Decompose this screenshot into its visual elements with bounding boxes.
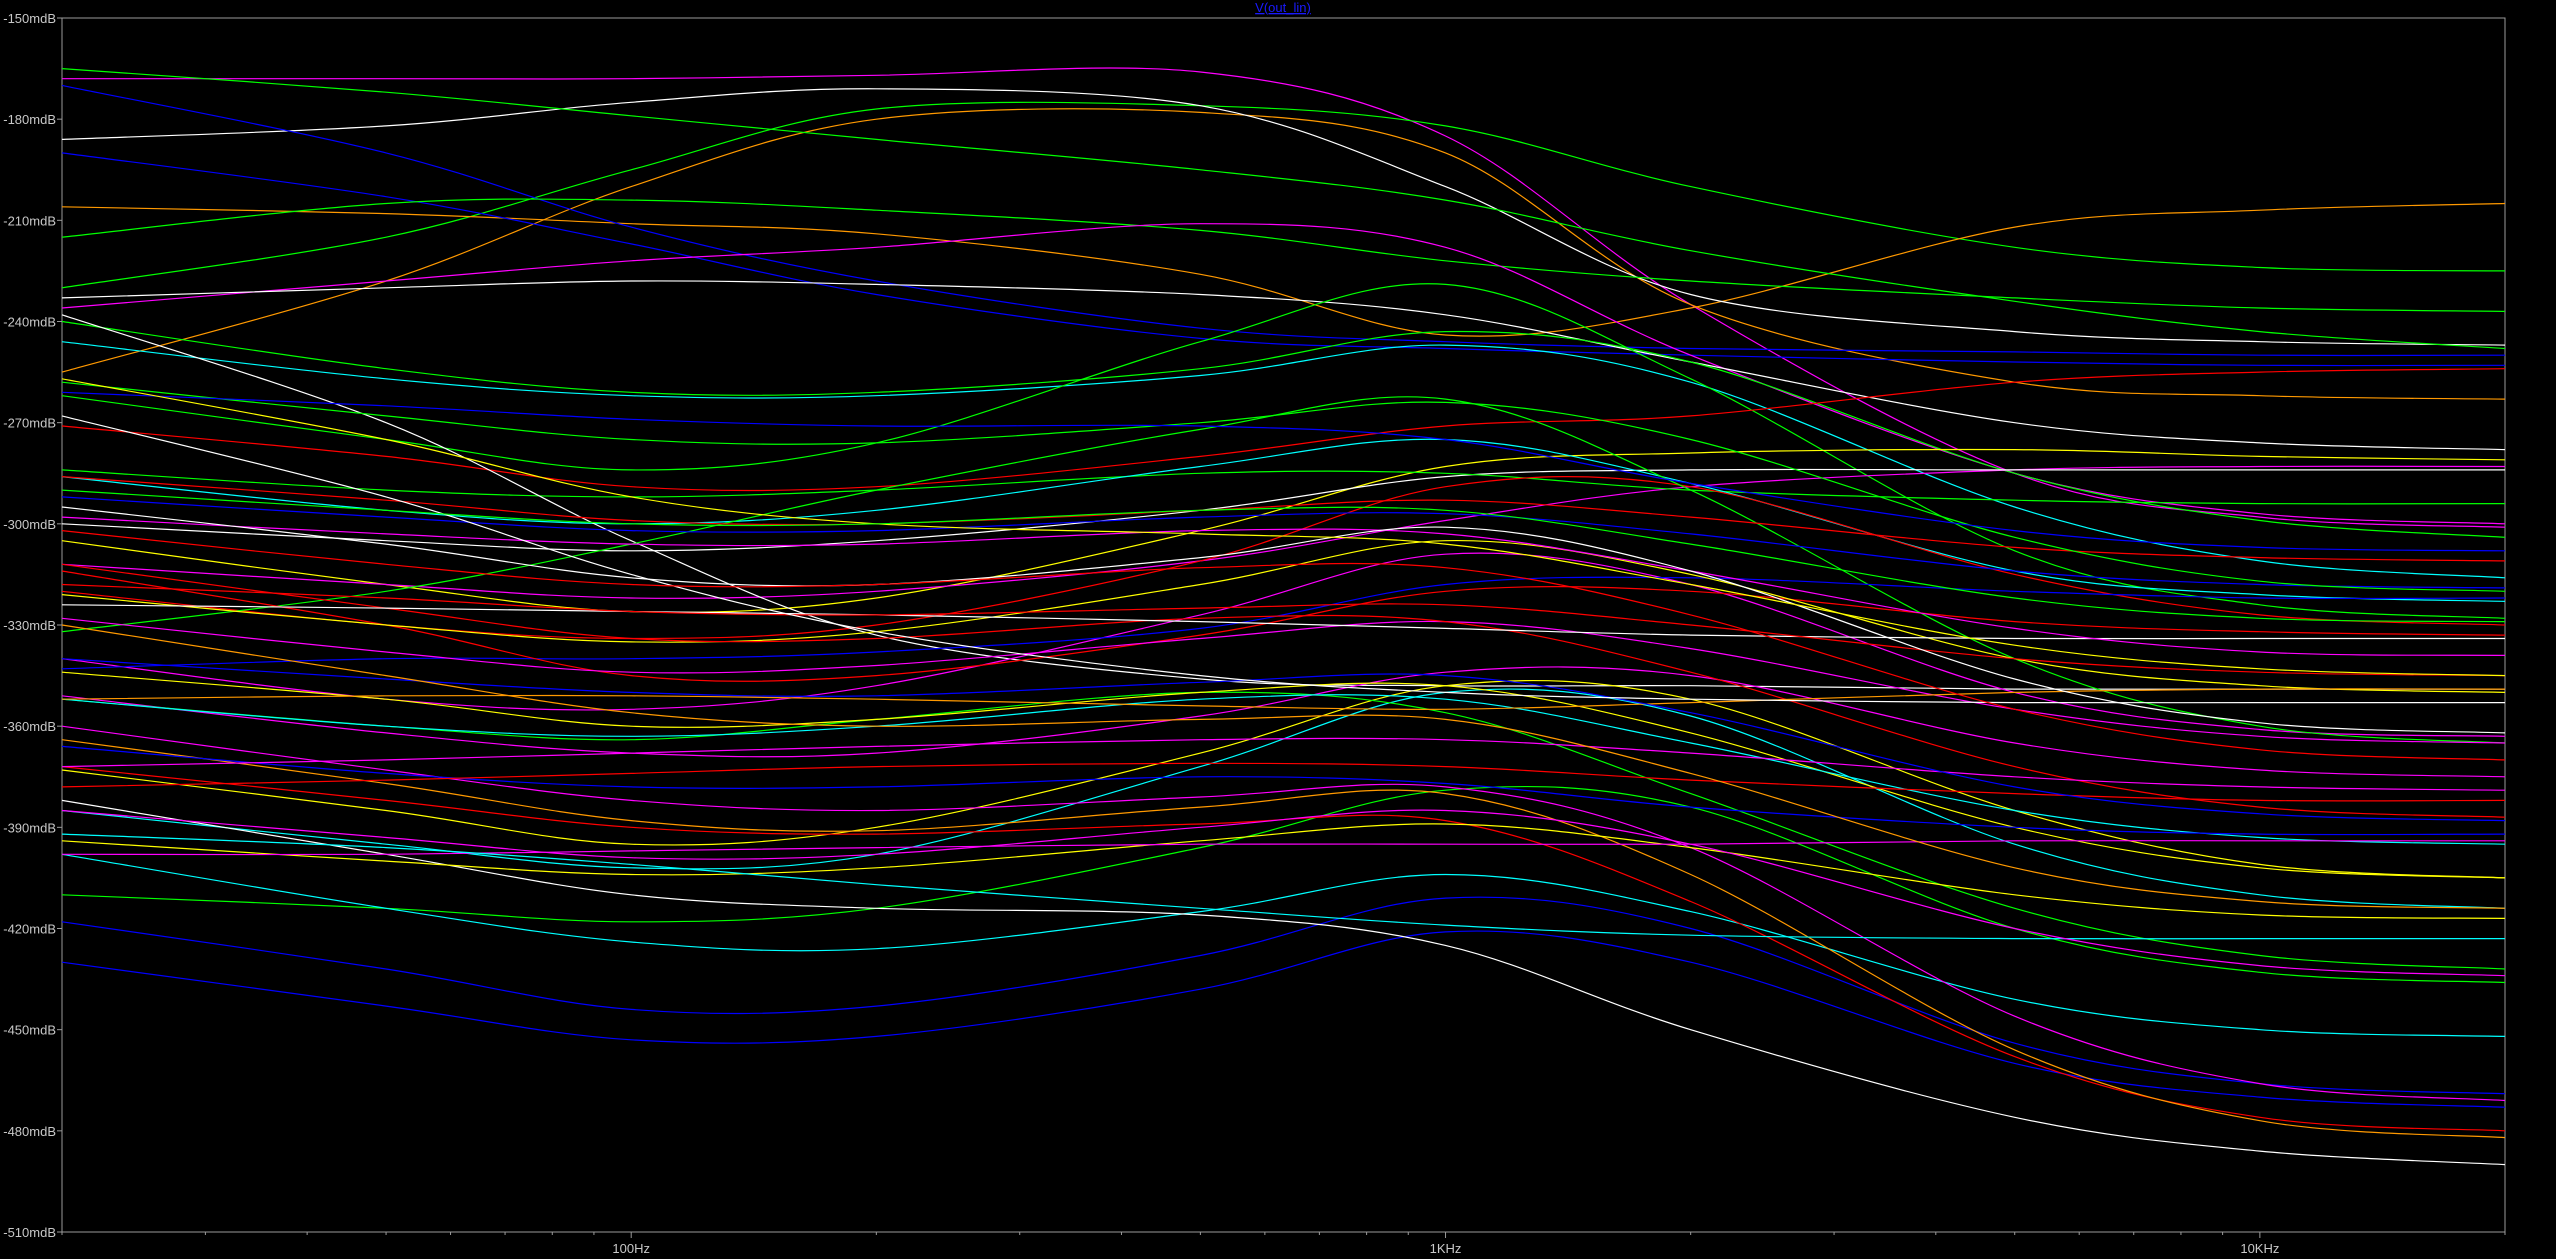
y-tick-label: -420mdB <box>3 922 56 937</box>
trace-group <box>61 67 2506 1166</box>
trace-line-51[interactable] <box>61 476 2506 562</box>
y-tick-label: -510mdB <box>3 1225 56 1240</box>
trace-line-10[interactable] <box>61 223 2506 525</box>
trace-line-48[interactable] <box>61 762 2506 802</box>
trace-line-19[interactable] <box>61 469 2506 505</box>
y-tick-label: -450mdB <box>3 1023 56 1038</box>
trace-line-54[interactable] <box>61 381 2506 592</box>
y-tick-label: -270mdB <box>3 416 56 431</box>
trace-line-14[interactable] <box>61 283 2506 619</box>
trace-line-55[interactable] <box>61 391 2506 552</box>
trace-line-2[interactable] <box>61 101 2506 289</box>
trace-line-59[interactable] <box>61 737 2506 791</box>
x-tick-label: 10KHz <box>2240 1241 2279 1256</box>
trace-line-13[interactable] <box>61 341 2506 579</box>
trace-line-64[interactable] <box>61 530 2506 761</box>
trace-line-65[interactable] <box>61 809 2506 977</box>
y-tick-label: -390mdB <box>3 820 56 835</box>
trace-line-56[interactable] <box>61 583 2506 677</box>
trace-line-58[interactable] <box>61 378 2506 677</box>
trace-line-31[interactable] <box>61 785 2506 984</box>
trace-line-40[interactable] <box>61 671 2506 879</box>
trace-line-41[interactable] <box>61 617 2506 744</box>
trace-line-46[interactable] <box>61 833 2505 940</box>
trace-line-52[interactable] <box>61 496 2506 589</box>
trace-line-21[interactable] <box>61 476 2506 640</box>
trace-line-23[interactable] <box>61 552 2506 737</box>
trace-line-17[interactable] <box>61 465 2506 599</box>
trace-line-34[interactable] <box>61 930 2506 1108</box>
y-tick-label: -240mdB <box>3 315 56 330</box>
trace-line-32[interactable] <box>61 853 2506 1037</box>
trace-line-47[interactable] <box>61 745 2506 836</box>
trace-line-1[interactable] <box>62 67 2506 528</box>
trace-line-49[interactable] <box>61 688 2506 710</box>
trace-line-53[interactable] <box>61 516 2506 656</box>
trace-line-25[interactable] <box>61 576 2506 670</box>
y-tick-label: -150mdB <box>3 11 56 26</box>
trace-line-61[interactable] <box>61 415 2505 704</box>
trace-line-63[interactable] <box>61 489 2506 623</box>
trace-line-45[interactable] <box>61 839 2505 856</box>
trace-line-12[interactable] <box>61 320 2506 538</box>
trace-line-36[interactable] <box>61 766 2506 1132</box>
trace-line-44[interactable] <box>61 823 2506 919</box>
y-tick-label: -300mdB <box>3 517 56 532</box>
x-tick-label: 1KHz <box>1430 1241 1462 1256</box>
trace-line-15[interactable] <box>61 368 2506 492</box>
y-tick-label: -360mdB <box>3 719 56 734</box>
trace-line-60[interactable] <box>61 658 2506 822</box>
trace-line-20[interactable] <box>61 438 2506 602</box>
trace-line-42[interactable] <box>61 563 2506 818</box>
trace-line-18[interactable] <box>61 468 2505 552</box>
x-axis: 100Hz 1KHz 10KHz <box>61 1232 2506 1256</box>
trace-line-16[interactable] <box>61 448 2506 613</box>
y-tick-label: -480mdB <box>3 1124 56 1139</box>
trace-line-62[interactable] <box>61 624 2506 909</box>
trace-line-30[interactable] <box>61 688 2506 909</box>
trace-line-6[interactable] <box>61 68 2506 350</box>
trace-line-37[interactable] <box>61 739 2506 1139</box>
trace-line-3[interactable] <box>61 108 2506 400</box>
y-axis: -150mdB -180mdB -210mdB -240mdB -270mdB -300m… <box>3 11 62 1240</box>
trace-line-33[interactable] <box>61 896 2506 1095</box>
y-tick-label: -210mdB <box>3 213 56 228</box>
trace-line-28[interactable] <box>61 679 2506 879</box>
y-tick-label: -330mdB <box>3 618 56 633</box>
trace-line-8[interactable] <box>61 84 2506 357</box>
trace-line-38[interactable] <box>61 725 2506 1102</box>
trace-line-43[interactable] <box>61 694 2506 845</box>
trace-line-11[interactable] <box>61 280 2506 451</box>
trace-line-27[interactable] <box>61 539 2506 693</box>
trace-line-29[interactable] <box>61 666 2506 778</box>
trace-line-50[interactable] <box>61 604 2505 640</box>
trace-line-9[interactable] <box>61 198 2506 312</box>
trace-title[interactable]: V(out_lin) <box>1255 0 1311 15</box>
trace-line-5[interactable] <box>61 88 2506 346</box>
y-tick-label: -180mdB <box>3 112 56 127</box>
x-tick-label: 100Hz <box>612 1241 650 1256</box>
trace-line-35[interactable] <box>61 799 2506 1166</box>
trace-line-4[interactable] <box>61 202 2506 337</box>
trace-line-24[interactable] <box>61 396 2506 744</box>
trace-line-7[interactable] <box>61 152 2506 367</box>
